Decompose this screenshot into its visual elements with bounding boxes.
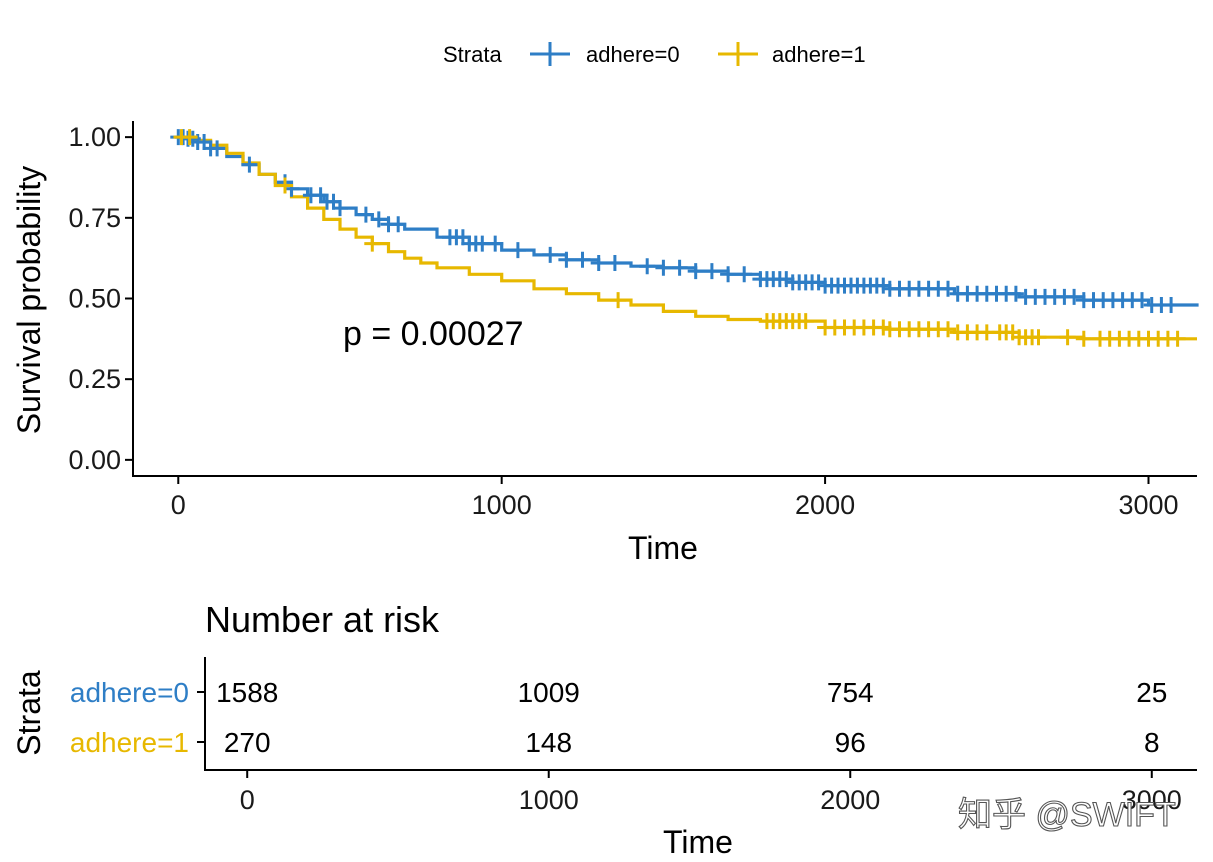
risk-x-tick-label-3: 3000 bbox=[1122, 785, 1182, 815]
censor-mark-adhere-0-73 bbox=[1007, 285, 1024, 302]
risk-cell-adhere-1-3: 8 bbox=[1144, 727, 1160, 758]
censor-mark-adhere-0-39 bbox=[736, 266, 753, 283]
risk-cell-adhere-0-1: 1009 bbox=[518, 677, 580, 708]
censor-marks-adhere-0 bbox=[170, 129, 1180, 313]
legend-item-adhere-0: adhere=0 bbox=[530, 42, 680, 67]
censor-mark-adhere-1-4 bbox=[610, 292, 627, 309]
censor-mark-adhere-0-27 bbox=[509, 242, 526, 259]
risk-cell-adhere-1-1: 148 bbox=[525, 727, 572, 758]
risk-cell-adhere-0-2: 754 bbox=[827, 677, 874, 708]
censor-mark-adhere-1-25 bbox=[940, 321, 956, 338]
censor-mark-adhere-1-2 bbox=[277, 177, 293, 194]
censor-mark-adhere-0-29 bbox=[558, 251, 575, 268]
y-axis-ticks: 0.00 0.25 0.50 0.75 1.00 bbox=[68, 122, 133, 475]
y-tick-label-3: 0.75 bbox=[68, 203, 121, 233]
km-censor-marks bbox=[170, 129, 1186, 347]
risk-row-label-adhere-0: adhere=0 bbox=[70, 677, 189, 708]
risk-x-axis-title: Time bbox=[663, 824, 733, 860]
censor-mark-adhere-0-89 bbox=[1163, 297, 1180, 313]
y-tick-label-0: 0.00 bbox=[68, 445, 121, 475]
x-tick-label-3: 3000 bbox=[1118, 490, 1178, 520]
censor-mark-adhere-0-79 bbox=[1066, 288, 1083, 305]
km-curve-adhere-0 bbox=[178, 135, 1199, 307]
risk-x-tick-label-1: 1000 bbox=[519, 785, 579, 815]
km-curves bbox=[178, 135, 1199, 341]
censor-mark-adhere-0-7 bbox=[209, 140, 226, 157]
censor-mark-adhere-0-86 bbox=[1134, 292, 1150, 309]
censor-mark-adhere-0-66 bbox=[940, 280, 956, 297]
risk-cell-adhere-0-3: 25 bbox=[1136, 677, 1167, 708]
censor-mark-adhere-0-32 bbox=[606, 255, 623, 271]
censor-mark-adhere-0-15 bbox=[332, 200, 348, 217]
p-value-annotation: p = 0.00027 bbox=[343, 315, 524, 353]
y-tick-label-1: 0.25 bbox=[68, 364, 121, 394]
risk-table: Number at risk 1588 1009 754 25 270 148 96 8 ad… bbox=[11, 599, 1197, 860]
x-axis-ticks: 0 1000 2000 3000 bbox=[171, 476, 1179, 520]
censor-mark-adhere-0-17 bbox=[370, 211, 387, 228]
risk-cell-adhere-1-0: 270 bbox=[224, 727, 271, 758]
censor-mark-adhere-1-36 bbox=[1030, 329, 1047, 346]
legend-item-adhere-1: adhere=1 bbox=[718, 42, 866, 67]
watermark: 知乎 @SWIFT bbox=[958, 796, 1176, 834]
censor-mark-adhere-0-38 bbox=[720, 266, 737, 283]
x-tick-label-0: 0 bbox=[171, 490, 186, 520]
x-axis-title: Time bbox=[628, 530, 698, 566]
censor-mark-adhere-0-35 bbox=[671, 259, 688, 276]
censor-mark-adhere-1-3 bbox=[364, 235, 381, 252]
risk-x-tick-label-0: 0 bbox=[240, 785, 255, 815]
censor-mark-adhere-0-26 bbox=[487, 235, 504, 252]
censor-mark-adhere-0-19 bbox=[390, 216, 407, 233]
y-tick-label-4: 1.00 bbox=[68, 122, 121, 152]
legend: Strata adhere=0 adhere=1 bbox=[443, 42, 866, 67]
censor-mark-adhere-0-30 bbox=[574, 251, 591, 268]
censor-mark-adhere-0-37 bbox=[703, 263, 720, 280]
risk-table-cells: 1588 1009 754 25 270 148 96 8 bbox=[216, 677, 1167, 758]
censor-mark-adhere-0-28 bbox=[542, 246, 559, 263]
censor-mark-adhere-0-31 bbox=[590, 255, 607, 271]
risk-x-axis-ticks: 0 1000 2000 3000 bbox=[240, 770, 1182, 815]
survival-plot: 0.000.250.500.751.00 0 1000 2000 3000 Time … bbox=[11, 121, 1199, 566]
censor-mark-adhere-0-33 bbox=[639, 258, 656, 275]
censor-mark-adhere-1-1 bbox=[181, 129, 198, 146]
legend-label-adhere-1: adhere=1 bbox=[772, 42, 866, 67]
risk-table-title: Number at risk bbox=[205, 599, 440, 640]
legend-label-adhere-0: adhere=0 bbox=[586, 42, 680, 67]
legend-title: Strata bbox=[443, 42, 502, 67]
censor-mark-adhere-0-36 bbox=[687, 263, 704, 280]
censor-mark-adhere-1-37 bbox=[1059, 329, 1076, 346]
risk-cell-adhere-0-0: 1588 bbox=[216, 677, 278, 708]
censor-mark-adhere-1-38 bbox=[1075, 330, 1092, 347]
risk-row-label-adhere-1: adhere=1 bbox=[70, 727, 189, 758]
km-curve-adhere-1 bbox=[178, 135, 1197, 341]
censor-mark-adhere-1-11 bbox=[797, 313, 814, 330]
censor-mark-adhere-0-34 bbox=[655, 259, 672, 276]
y-axis-title: Survival probability bbox=[11, 166, 47, 435]
risk-cell-adhere-1-2: 96 bbox=[835, 727, 866, 758]
y-tick-label-2: 0.50 bbox=[68, 284, 121, 314]
x-tick-label-1: 1000 bbox=[472, 490, 532, 520]
risk-x-tick-label-2: 2000 bbox=[820, 785, 880, 815]
censor-mark-adhere-0-8 bbox=[241, 156, 258, 173]
censor-marks-adhere-1 bbox=[173, 129, 1186, 347]
censor-mark-adhere-0-16 bbox=[357, 206, 374, 223]
censor-mark-adhere-1-47 bbox=[1169, 330, 1186, 347]
x-tick-label-2: 2000 bbox=[795, 490, 855, 520]
risk-y-axis-title: Strata bbox=[11, 670, 47, 756]
